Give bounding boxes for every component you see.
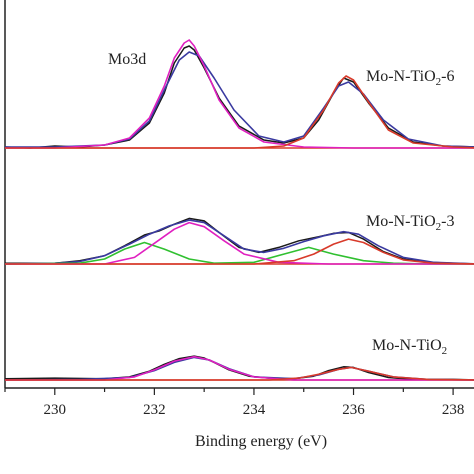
series-line <box>4 241 474 265</box>
series-line <box>5 221 474 265</box>
x-tick-label: 236 <box>342 402 365 418</box>
spectrum-1: Mo-N-TiO2-6 <box>4 39 474 149</box>
spectra: Mo-N-TiO2-6 Mo-N-TiO2-3 Mo-N-TiO2 <box>4 39 474 381</box>
x-tick-label: 238 <box>442 402 465 418</box>
series-line <box>4 219 474 265</box>
spectrum-label: Mo-N-TiO2-3 <box>366 213 454 233</box>
series-line <box>5 39 474 149</box>
series-line <box>5 75 474 149</box>
x-tick-label: 230 <box>44 402 67 418</box>
series-line <box>5 366 474 381</box>
series-line <box>4 45 474 149</box>
series-line <box>5 238 474 265</box>
series-line <box>4 356 474 381</box>
x-axis: 230 232 234 236 238 <box>4 388 465 418</box>
series-line <box>5 51 474 148</box>
series-line <box>4 355 474 381</box>
x-tick-label: 234 <box>243 402 266 418</box>
spectrum-label: Mo-N-TiO2-6 <box>366 68 454 88</box>
spectrum-2: Mo-N-TiO2-3 <box>4 213 474 265</box>
series-line <box>5 355 474 381</box>
plot-frame <box>4 0 474 389</box>
spectrum-3: Mo-N-TiO2 <box>4 337 474 381</box>
x-tick-label: 232 <box>143 402 166 418</box>
x-axis-title: Binding energy (eV) <box>195 433 327 450</box>
annotation-mo3d: Mo3d <box>108 51 146 68</box>
spectrum-label: Mo-N-TiO2 <box>372 337 447 357</box>
